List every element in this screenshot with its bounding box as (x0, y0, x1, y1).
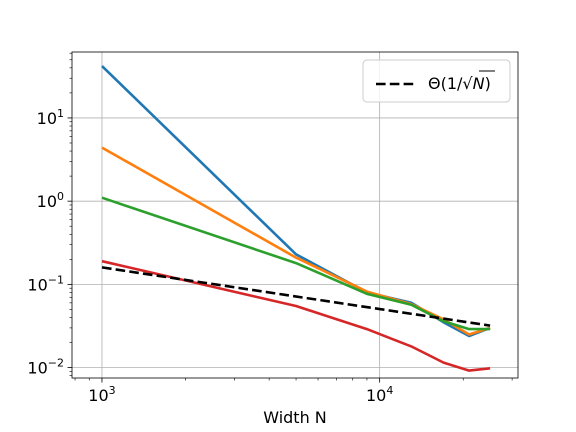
x-axis-title: Width N (263, 408, 327, 427)
y-tick-label-2: 100 (37, 190, 64, 211)
y-tick-label-1: 10−1 (27, 273, 64, 294)
legend-label: Θ(1/√N) (428, 74, 491, 93)
series-layer (101, 65, 491, 372)
series-line-green (101, 196, 491, 331)
legend-box (362, 59, 511, 103)
grid-layer (72, 52, 518, 378)
series-line-reference (101, 266, 491, 327)
y-tick-label-3: 101 (37, 107, 64, 128)
legend-label-radicand: N (473, 74, 485, 93)
tick-layer: 103 104 10−2 10−1 100 101 (27, 52, 513, 405)
x-tick-label-0: 103 (88, 384, 115, 405)
y-tick-label-0: 10−2 (27, 357, 64, 378)
plot-frame (71, 51, 519, 379)
legend-label-suffix: ) (485, 74, 491, 93)
series-line-red (101, 259, 491, 372)
legend-label-prefix: Θ(1/ (428, 74, 463, 93)
radical-sign: √ (462, 74, 473, 93)
x-tick-label-1: 104 (366, 384, 393, 405)
legend: Θ(1/√N) (362, 59, 511, 103)
